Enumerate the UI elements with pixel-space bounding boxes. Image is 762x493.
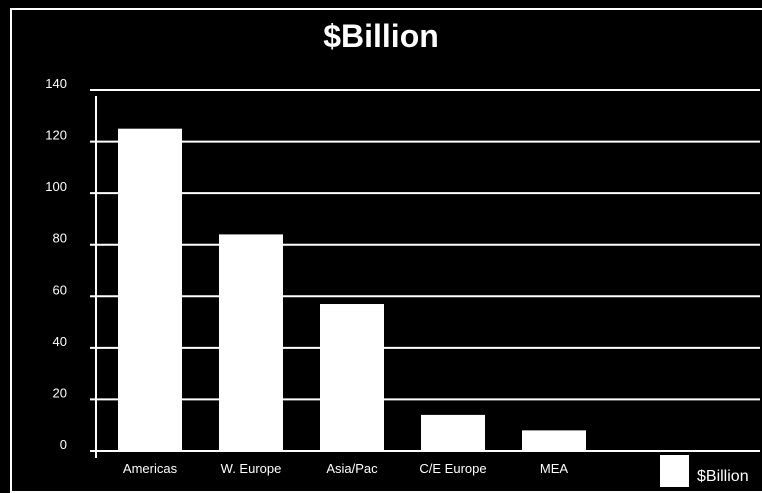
legend-label: $Billion xyxy=(697,468,749,485)
x-tick-label-mea: MEA xyxy=(540,461,569,476)
x-tick-label-w-europe: W. Europe xyxy=(221,461,282,476)
y-tick-label-0: 0 xyxy=(60,437,67,452)
bar-asia-pac xyxy=(320,304,384,451)
x-tick-label-asia-pac: Asia/Pac xyxy=(326,461,378,476)
y-tick-label-20: 20 xyxy=(53,385,67,400)
y-tick-label-100: 100 xyxy=(45,179,67,194)
y-tick-label-140: 140 xyxy=(45,76,67,91)
chart-title: $Billion xyxy=(323,18,439,54)
x-tick-label-americas: Americas xyxy=(123,461,178,476)
y-tick-label-80: 80 xyxy=(53,231,67,246)
y-tick-label-120: 120 xyxy=(45,128,67,143)
bar-c-e-europe xyxy=(421,414,485,451)
y-tick-label-60: 60 xyxy=(53,282,67,297)
bar-mea xyxy=(522,430,586,451)
legend-swatch xyxy=(660,455,689,487)
bar-americas xyxy=(118,128,182,451)
bar-w-europe xyxy=(219,234,283,451)
x-tick-label-c-e-europe: C/E Europe xyxy=(419,461,486,476)
y-tick-label-40: 40 xyxy=(53,334,67,349)
